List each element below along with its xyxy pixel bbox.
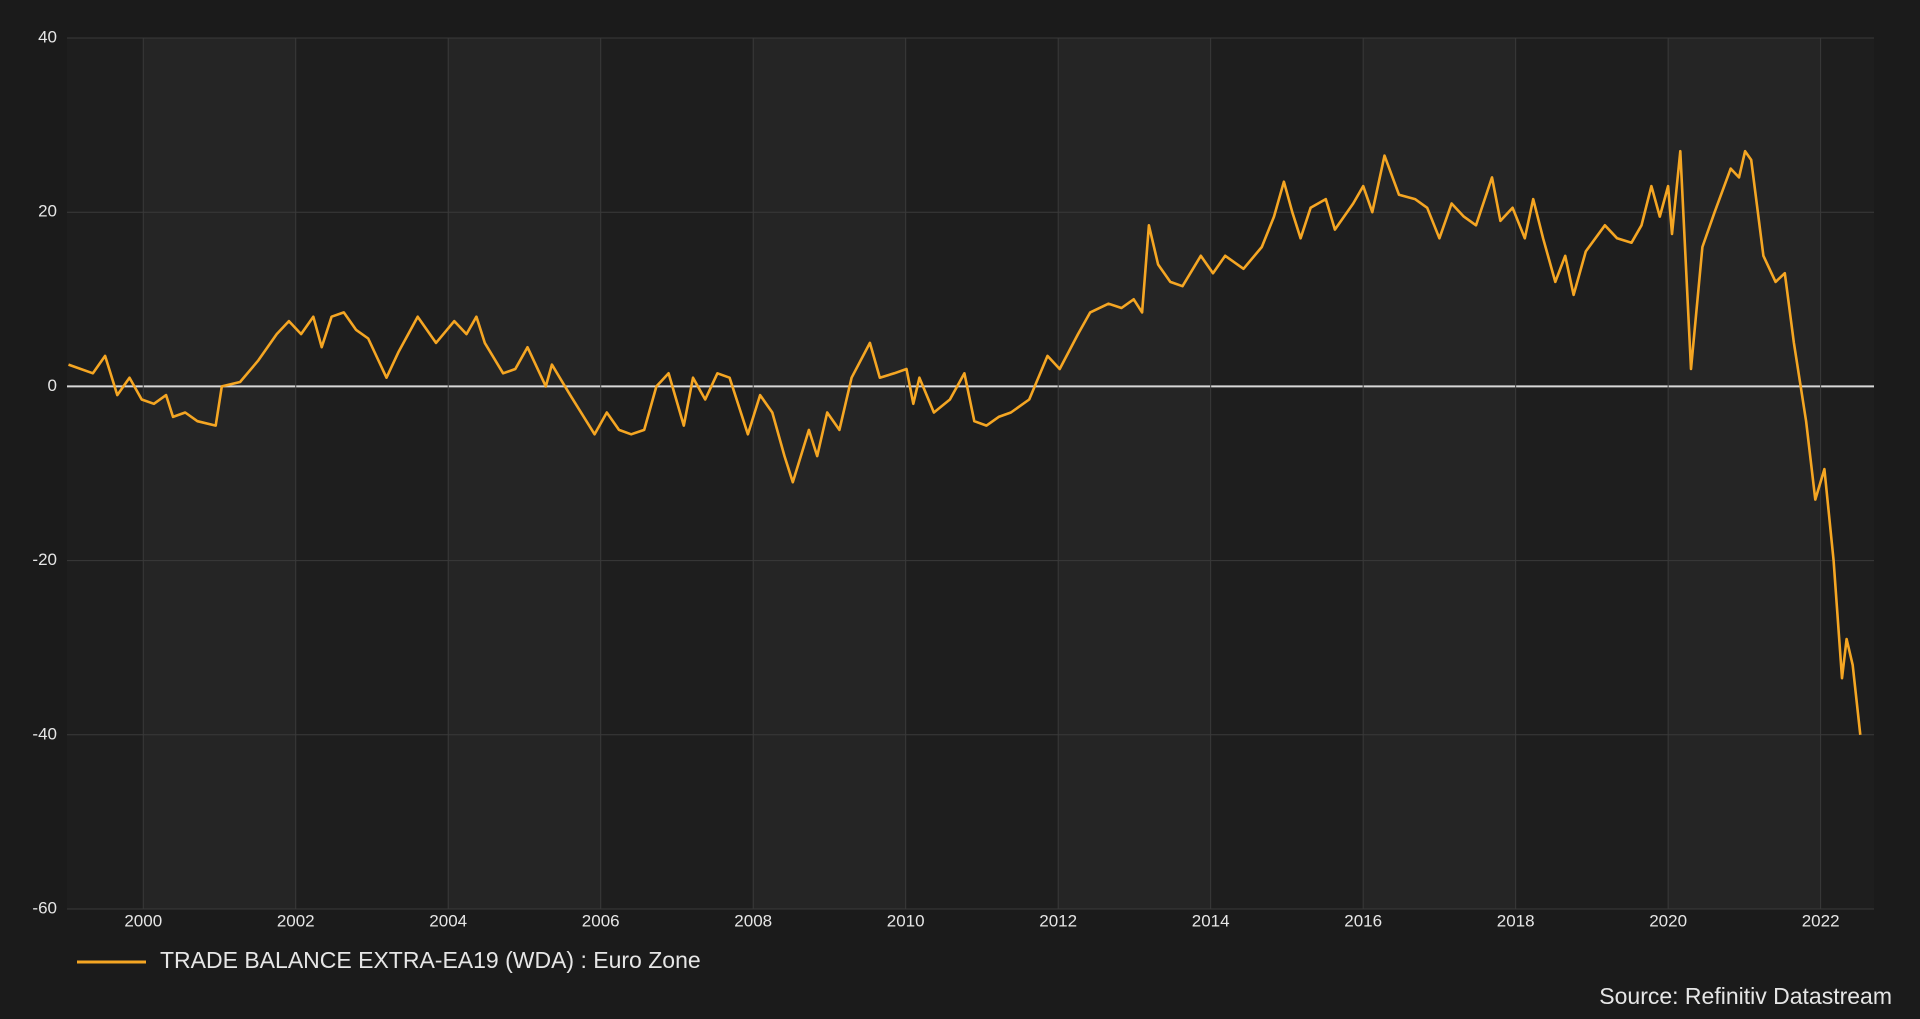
y-tick-label: 40 bbox=[38, 27, 57, 46]
source: Source: Refinitiv Datastream bbox=[1599, 983, 1892, 1009]
y-tick-label: -40 bbox=[32, 724, 57, 743]
band bbox=[1668, 38, 1821, 909]
y-tick-label: 20 bbox=[38, 202, 57, 221]
x-tick-label: 2022 bbox=[1802, 911, 1840, 930]
line bbox=[68, 149, 1862, 735]
band bbox=[448, 38, 601, 909]
x-tick-label: 2002 bbox=[277, 911, 315, 930]
legend-label: TRADE BALANCE EXTRA-EA19 (WDA) : Euro Zo… bbox=[160, 947, 701, 973]
y-tick-label: -60 bbox=[32, 898, 57, 917]
x-tick-label: 2000 bbox=[124, 911, 162, 930]
x-tick-label: 2006 bbox=[582, 911, 620, 930]
x-tick-label: 2010 bbox=[887, 911, 925, 930]
x-tick-label: 2012 bbox=[1039, 911, 1077, 930]
x-tick-label: 2020 bbox=[1649, 911, 1687, 930]
y-tick-label: -20 bbox=[32, 550, 57, 569]
band bbox=[143, 38, 296, 909]
x-tick-label: 2018 bbox=[1497, 911, 1535, 930]
x-tick-label: 2004 bbox=[429, 911, 467, 930]
band bbox=[1363, 38, 1516, 909]
y-tick-label: 0 bbox=[48, 376, 57, 395]
x-tick-label: 2008 bbox=[734, 911, 772, 930]
plot-area bbox=[67, 38, 1874, 909]
band bbox=[1058, 38, 1211, 909]
x-tick-label: 2014 bbox=[1192, 911, 1230, 930]
x-tick-label: 2016 bbox=[1344, 911, 1382, 930]
band bbox=[753, 38, 906, 909]
